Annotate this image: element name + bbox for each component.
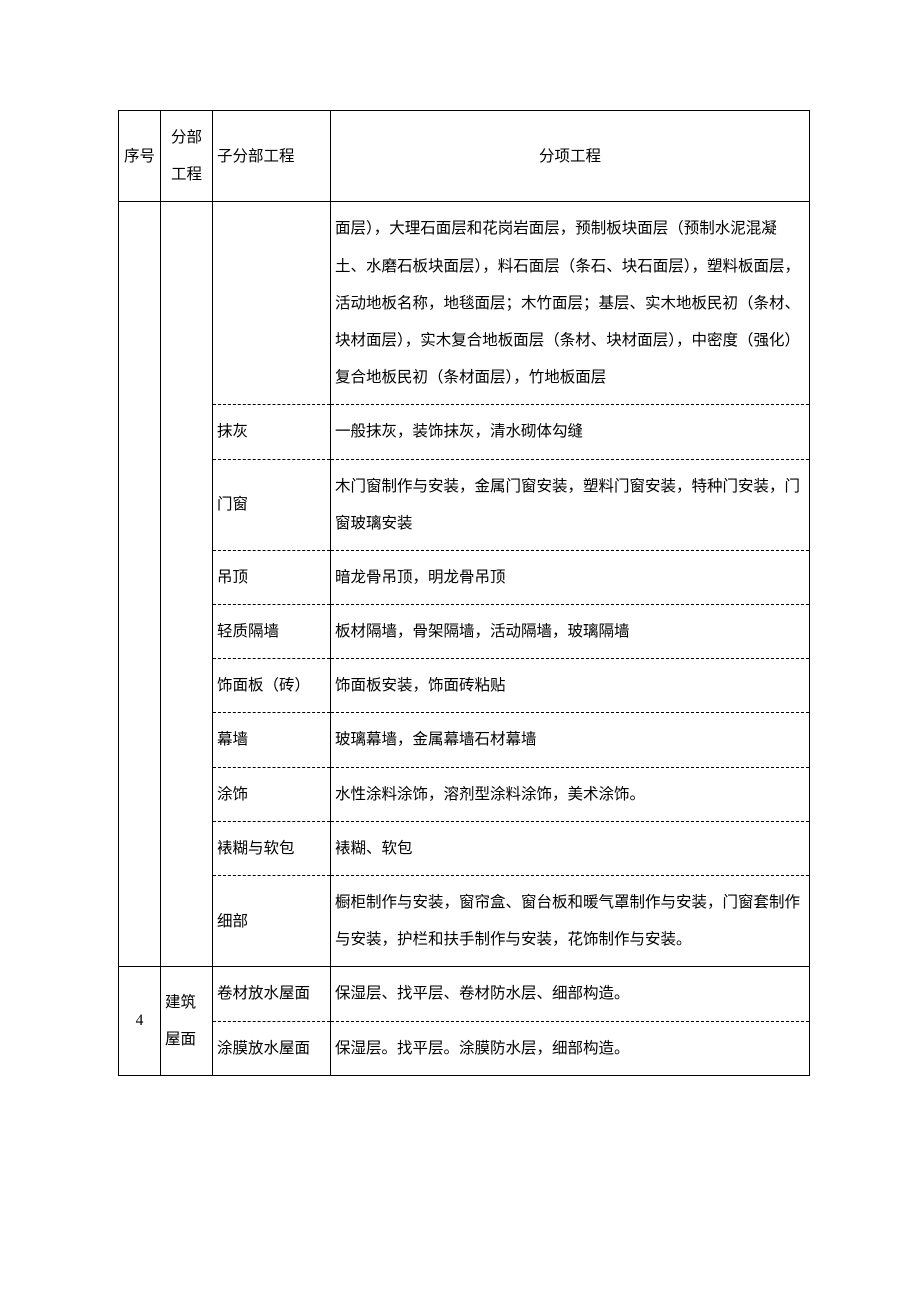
cell-item: 裱糊、软包: [331, 821, 810, 875]
cell-sub: 幕墙: [213, 713, 331, 767]
cell-sub: 涂饰: [213, 767, 331, 821]
cell-seq: 4: [119, 967, 161, 1075]
cell-sub: 抹灰: [213, 405, 331, 459]
header-item: 分项工程: [331, 111, 810, 202]
cell-item: 饰面板安装，饰面砖粘贴: [331, 659, 810, 713]
table-row: 幕墙 玻璃幕墙，金属幕墙石材幕墙: [119, 713, 810, 767]
cell-sub: 卷材放水屋面: [213, 967, 331, 1021]
cell-item: 面层），大理石面层和花岗岩面层，预制板块面层（预制水泥混凝土、水磨石板块面层），…: [331, 202, 810, 405]
cell-item: 保湿层。找平层。涂膜防水层，细部构造。: [331, 1021, 810, 1075]
table-row: 细部 橱柜制作与安装，窗帘盒、窗台板和暖气罩制作与安装，门窗套制作与安装，护栏和…: [119, 876, 810, 967]
document-page: 序号 分部工程 子分部工程 分项工程 面层），大理石面层和花岗岩面层，预制板块面…: [0, 0, 920, 1301]
cell-sub: 裱糊与软包: [213, 821, 331, 875]
table-row: 轻质隔墙 板材隔墙，骨架隔墙，活动隔墙，玻璃隔墙: [119, 605, 810, 659]
cell-sub: 饰面板（砖）: [213, 659, 331, 713]
cell-seq-blank: [119, 202, 161, 967]
table-row: 裱糊与软包 裱糊、软包: [119, 821, 810, 875]
cell-item: 玻璃幕墙，金属幕墙石材幕墙: [331, 713, 810, 767]
construction-table: 序号 分部工程 子分部工程 分项工程 面层），大理石面层和花岗岩面层，预制板块面…: [118, 110, 810, 1076]
table-row: 涂饰 水性涂料涂饰，溶剂型涂料涂饰，美术涂饰。: [119, 767, 810, 821]
header-division: 分部工程: [161, 111, 213, 202]
cell-division: 建筑屋面: [161, 967, 213, 1075]
cell-sub: 细部: [213, 876, 331, 967]
header-seq: 序号: [119, 111, 161, 202]
table-row: 涂膜放水屋面 保湿层。找平层。涂膜防水层，细部构造。: [119, 1021, 810, 1075]
cell-item: 木门窗制作与安装，金属门窗安装，塑料门窗安装，特种门安装，门窗玻璃安装: [331, 459, 810, 550]
cell-item: 橱柜制作与安装，窗帘盒、窗台板和暖气罩制作与安装，门窗套制作与安装，护栏和扶手制…: [331, 876, 810, 967]
cell-item: 暗龙骨吊顶，明龙骨吊顶: [331, 550, 810, 604]
table-row: 抹灰 一般抹灰，装饰抹灰，清水砌体勾缝: [119, 405, 810, 459]
cell-item: 一般抹灰，装饰抹灰，清水砌体勾缝: [331, 405, 810, 459]
table-row: 饰面板（砖） 饰面板安装，饰面砖粘贴: [119, 659, 810, 713]
cell-sub: 轻质隔墙: [213, 605, 331, 659]
table-row: 吊顶 暗龙骨吊顶，明龙骨吊顶: [119, 550, 810, 604]
cell-division-blank: [161, 202, 213, 967]
table-row: 门窗 木门窗制作与安装，金属门窗安装，塑料门窗安装，特种门安装，门窗玻璃安装: [119, 459, 810, 550]
table-header-row: 序号 分部工程 子分部工程 分项工程: [119, 111, 810, 202]
cell-sub: [213, 202, 331, 405]
cell-sub: 吊顶: [213, 550, 331, 604]
cell-sub: 涂膜放水屋面: [213, 1021, 331, 1075]
cell-sub: 门窗: [213, 459, 331, 550]
table-row: 4 建筑屋面 卷材放水屋面 保湿层、找平层、卷材防水层、细部构造。: [119, 967, 810, 1021]
cell-item: 水性涂料涂饰，溶剂型涂料涂饰，美术涂饰。: [331, 767, 810, 821]
cell-item: 保湿层、找平层、卷材防水层、细部构造。: [331, 967, 810, 1021]
header-subdivision: 子分部工程: [213, 111, 331, 202]
cell-item: 板材隔墙，骨架隔墙，活动隔墙，玻璃隔墙: [331, 605, 810, 659]
table-row: 面层），大理石面层和花岗岩面层，预制板块面层（预制水泥混凝土、水磨石板块面层），…: [119, 202, 810, 405]
